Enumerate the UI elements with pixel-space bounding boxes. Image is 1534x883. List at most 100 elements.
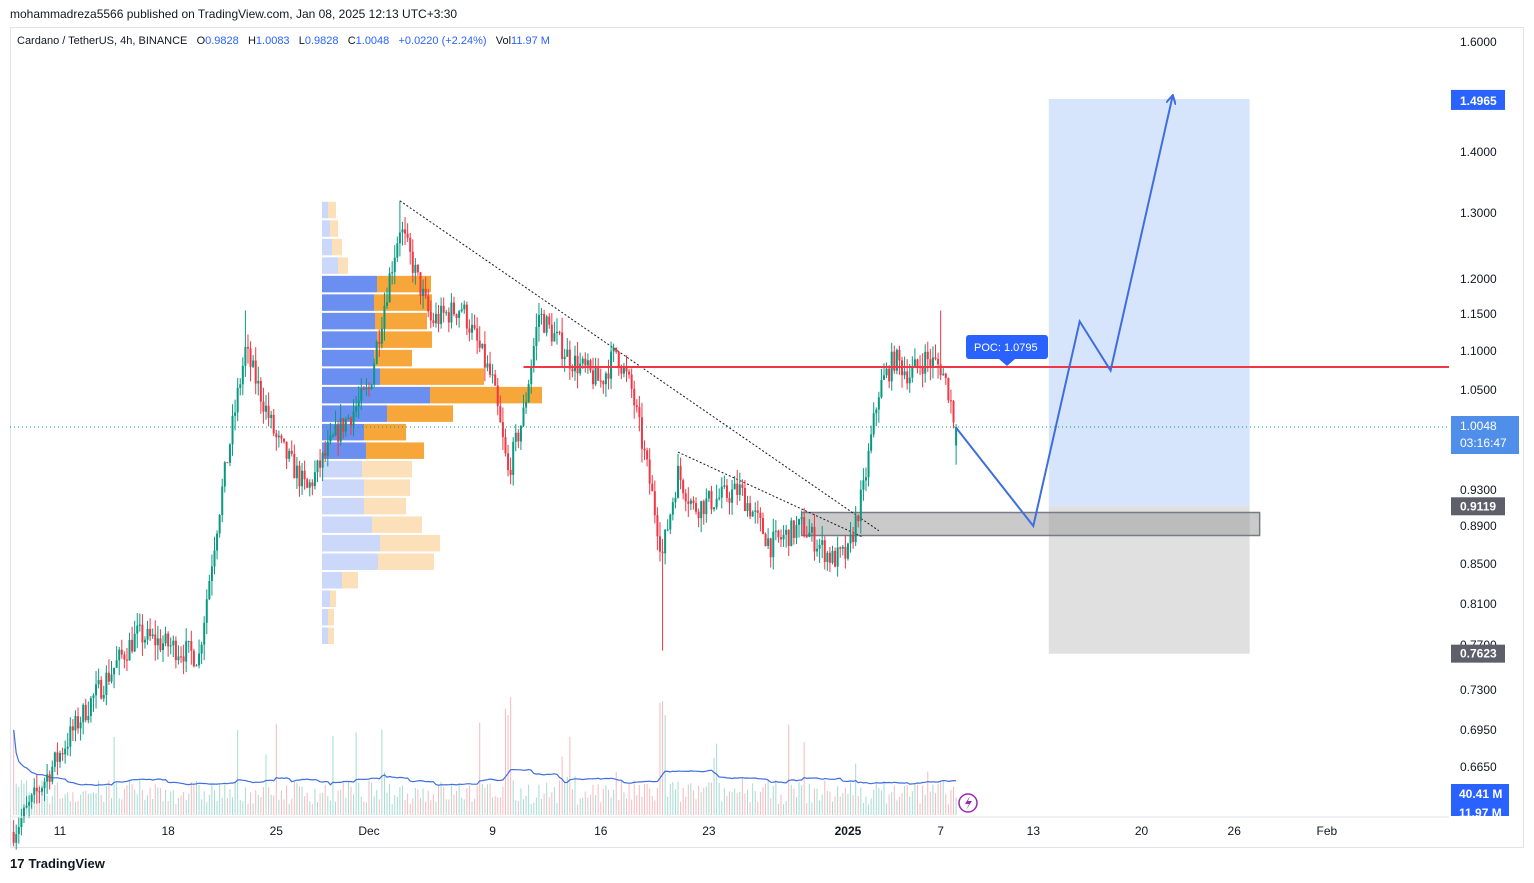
volume-bar	[443, 786, 445, 815]
volume-bar	[875, 781, 877, 815]
volume-bar	[870, 798, 872, 815]
volume-bar	[129, 780, 131, 815]
candle-body	[944, 373, 947, 379]
volume-bar	[51, 795, 53, 815]
volume-bar	[139, 780, 141, 815]
candle-body	[646, 450, 649, 460]
volume-bar	[829, 791, 831, 815]
volume-bar	[953, 786, 955, 815]
volume-label: Vol	[495, 35, 512, 47]
candle-body	[162, 643, 164, 651]
candle-body	[872, 413, 875, 435]
volume-bar	[855, 763, 857, 815]
volume-bar	[195, 780, 197, 815]
volume-bar	[296, 782, 298, 815]
alert-bolt-icon[interactable]	[958, 793, 978, 813]
volume-bar	[165, 789, 167, 815]
volume-label-box	[1451, 784, 1509, 816]
candle-body	[658, 536, 661, 552]
volume-bar	[286, 785, 288, 815]
volume-profile-down-bar	[374, 294, 432, 311]
volume-ma	[13, 729, 957, 787]
price-axis[interactable]: 1.6000 1.4000 1.3000 1.2000 1.1500 1.1000 1.05…	[1451, 35, 1519, 820]
candle-body	[720, 486, 723, 498]
volume-bar	[564, 782, 566, 815]
volume-bar	[23, 783, 25, 815]
poc-label-pointer	[999, 359, 1015, 366]
price-tick-label: 0.8900	[1460, 519, 1497, 533]
volume-bar	[386, 792, 388, 815]
candle-body	[151, 634, 154, 637]
candle-body	[198, 653, 201, 666]
volume-bar	[481, 783, 483, 815]
tradingview-footer[interactable]: 17 TradingView	[10, 856, 105, 871]
volume-bar	[479, 722, 481, 815]
volume-bar	[613, 789, 615, 815]
volume-bar	[363, 801, 365, 815]
volume-bar	[399, 787, 401, 815]
volume-profile-up-bar	[322, 275, 377, 293]
volume-bar	[626, 798, 627, 815]
volume-bar	[803, 742, 805, 815]
candle-body	[120, 649, 123, 655]
volume-bar	[183, 791, 185, 815]
candle-body	[790, 520, 793, 547]
volume-bar	[927, 771, 929, 815]
volume-bar	[569, 736, 571, 815]
candle-body	[149, 628, 152, 637]
candle-body	[92, 695, 95, 699]
candle-body	[826, 552, 829, 562]
volume-bar	[260, 797, 262, 815]
candle-body	[195, 665, 198, 667]
candle-body	[213, 550, 216, 567]
candle-body	[460, 309, 463, 312]
candle-body	[682, 480, 685, 494]
volume-bar	[157, 787, 159, 815]
candle-body	[635, 405, 638, 408]
target-zone[interactable]	[1048, 98, 1250, 507]
candle-body	[743, 487, 746, 512]
candle-body	[383, 305, 386, 329]
volume-bar	[672, 782, 674, 815]
volume-profile-down-bar	[375, 312, 427, 330]
candle-body	[713, 507, 716, 510]
volume-bar	[162, 801, 164, 815]
candle-body	[545, 316, 548, 333]
candle-body	[265, 405, 267, 412]
volume-bar	[206, 802, 208, 815]
candle-body	[702, 501, 705, 515]
volume-bar	[579, 798, 581, 815]
volume-bar	[680, 801, 682, 815]
candle-body	[898, 349, 901, 361]
candle-body	[221, 486, 224, 516]
candle-body	[501, 422, 504, 438]
symbol-name[interactable]: Cardano / TetherUS, 4h, BINANCE	[17, 35, 188, 47]
trendlines[interactable]	[399, 200, 880, 538]
candle-body	[813, 526, 816, 552]
projected-path-line[interactable]	[955, 97, 1172, 529]
price-lines[interactable]	[10, 365, 1449, 428]
volume-bar	[824, 780, 826, 815]
candle-body	[615, 347, 618, 352]
volume-bar	[335, 801, 337, 815]
symbol-legend[interactable]: Cardano / TetherUS, 4h, BINANCE O0.9828 …	[17, 35, 550, 47]
candle-body	[218, 515, 221, 534]
volume-bar	[664, 715, 666, 815]
volume-bar	[262, 787, 264, 815]
candle-body	[808, 532, 811, 537]
candle-body	[653, 491, 656, 516]
volume-profile-up-bar	[322, 497, 364, 515]
volume-bar	[422, 788, 424, 815]
time-axis[interactable]: 11 18 25 Dec 9 16 23 2025 7 13 20 26 Feb	[10, 816, 1449, 838]
candle-body	[368, 387, 370, 389]
trendline[interactable]	[677, 451, 864, 538]
trendline[interactable]	[399, 200, 880, 532]
candle-body	[329, 435, 332, 442]
candle-body	[342, 418, 345, 432]
projected-path[interactable]	[955, 97, 1172, 529]
candle-body	[952, 400, 955, 423]
candle-body	[733, 483, 736, 490]
tradingview-brand[interactable]: TradingView	[28, 856, 105, 871]
volume-bar	[698, 785, 700, 815]
